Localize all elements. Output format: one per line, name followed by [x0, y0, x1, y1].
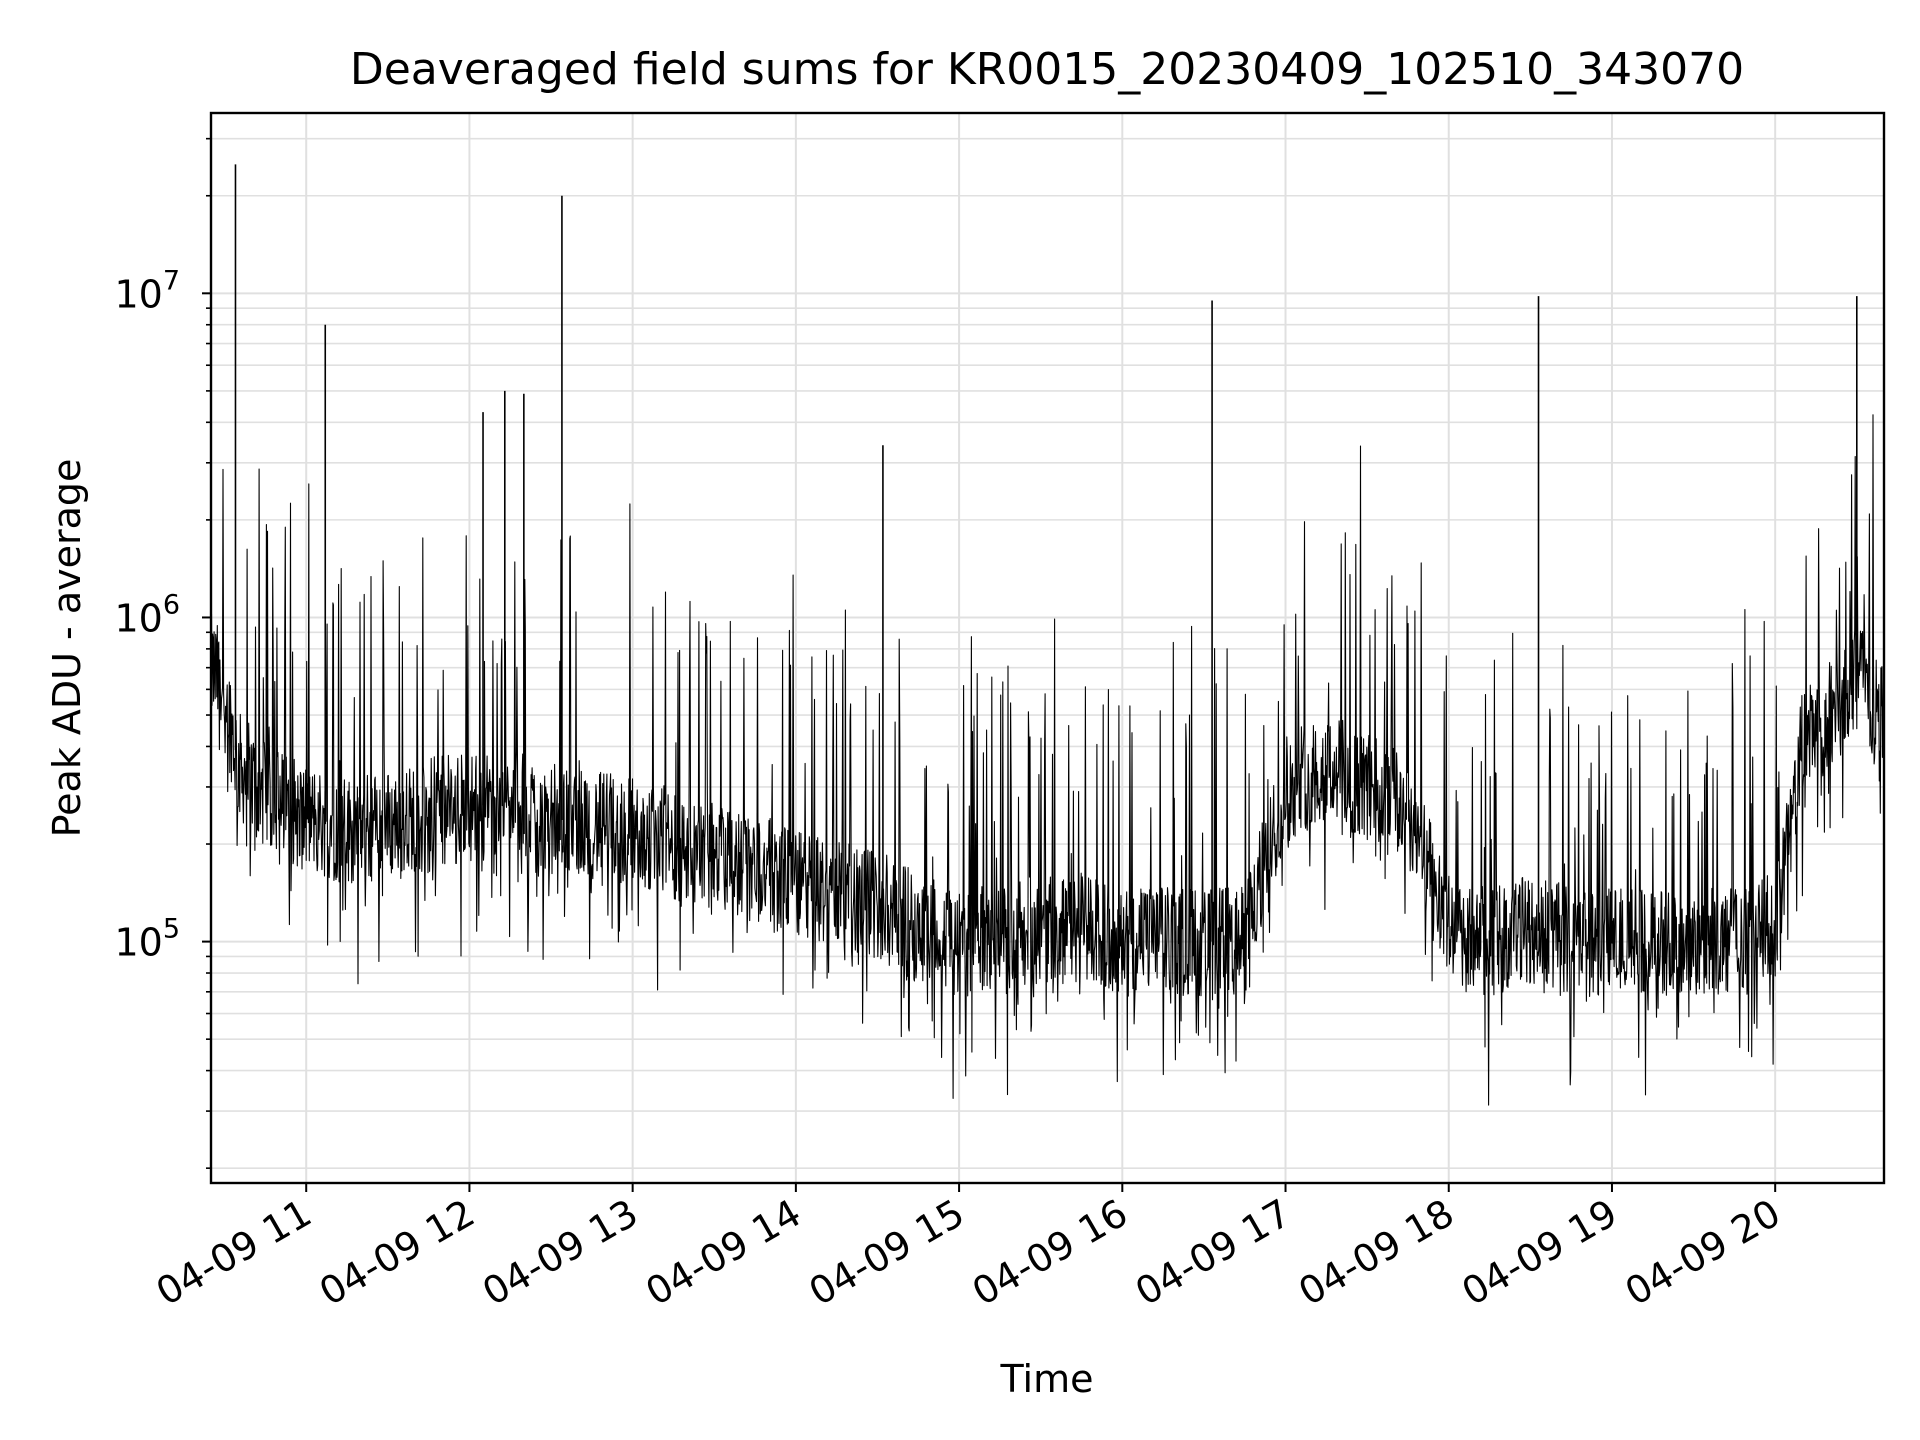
- chart-title: Deaveraged field sums for KR0015_2023040…: [350, 44, 1744, 95]
- series-line: [210, 414, 1885, 1106]
- gridlines: [211, 113, 1884, 1183]
- y-tick-label: 105: [114, 914, 180, 965]
- y-axis-label: Peak ADU - average: [45, 459, 89, 838]
- data-series: [210, 164, 1885, 1106]
- plot-frame: [209, 111, 1886, 1185]
- y-ticks: 105 106 107: [114, 137, 211, 1169]
- y-tick-label: 106: [114, 589, 180, 640]
- x-axis-label: Time: [1000, 1357, 1094, 1401]
- y-tick-label: 107: [114, 265, 180, 316]
